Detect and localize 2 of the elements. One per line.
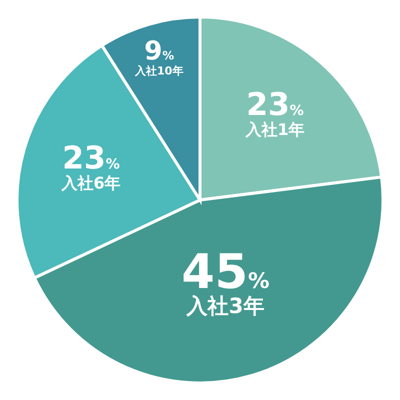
slice-label: 入社10年 xyxy=(134,64,184,78)
data-label: 9% xyxy=(144,36,174,66)
